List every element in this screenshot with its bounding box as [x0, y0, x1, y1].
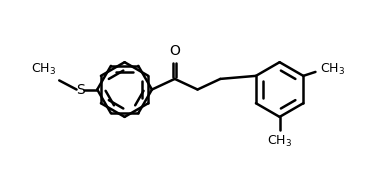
Text: S: S — [76, 83, 85, 97]
Text: CH$_3$: CH$_3$ — [267, 134, 292, 149]
Text: CH$_3$: CH$_3$ — [320, 62, 345, 77]
Text: CH$_3$: CH$_3$ — [31, 62, 56, 77]
Text: O: O — [169, 44, 180, 58]
